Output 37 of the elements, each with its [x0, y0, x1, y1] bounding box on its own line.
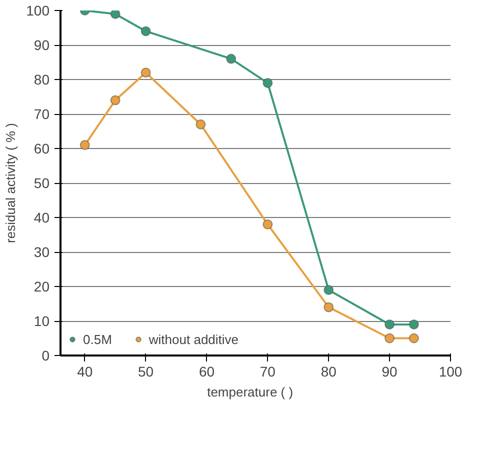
y-tick-label: 20 [34, 278, 50, 294]
x-tick-label: 100 [438, 364, 462, 380]
y-tick-label: 50 [34, 175, 50, 191]
legend-label: 0.5M [83, 332, 112, 346]
x-tick-label: 40 [77, 364, 93, 380]
point [324, 284, 334, 295]
y-tick-label: 90 [34, 37, 50, 53]
y-tick-label: 10 [34, 313, 50, 329]
legend-label: without additive [148, 332, 239, 346]
x-tick-label: 80 [320, 364, 337, 380]
point [384, 319, 395, 330]
point [384, 333, 395, 344]
point [110, 10, 120, 19]
point [262, 219, 273, 230]
y-tick-label: 0 [42, 348, 50, 364]
x-tick-label: 50 [138, 364, 154, 380]
point [262, 78, 273, 88]
x-tick-label: 90 [382, 364, 398, 380]
point [408, 333, 419, 344]
point [324, 302, 334, 312]
y-tick-label: 30 [34, 244, 50, 260]
point [196, 119, 206, 130]
y-tick-label: 100 [26, 2, 50, 18]
y-tick-label: 40 [34, 210, 50, 226]
point [140, 68, 151, 78]
point [226, 54, 236, 64]
y-tick-label: 70 [34, 106, 50, 122]
y-axis-title: residual activity ( % ) [3, 123, 18, 243]
point [408, 319, 419, 330]
point [140, 26, 151, 36]
x-tick-label: 70 [260, 364, 276, 380]
point [110, 95, 120, 106]
x-axis-title: temperature ( ) [207, 384, 294, 400]
point [80, 140, 90, 150]
y-tick-label: 80 [34, 72, 50, 88]
x-tick-label: 60 [198, 364, 215, 380]
y-tick-label: 60 [34, 140, 50, 156]
